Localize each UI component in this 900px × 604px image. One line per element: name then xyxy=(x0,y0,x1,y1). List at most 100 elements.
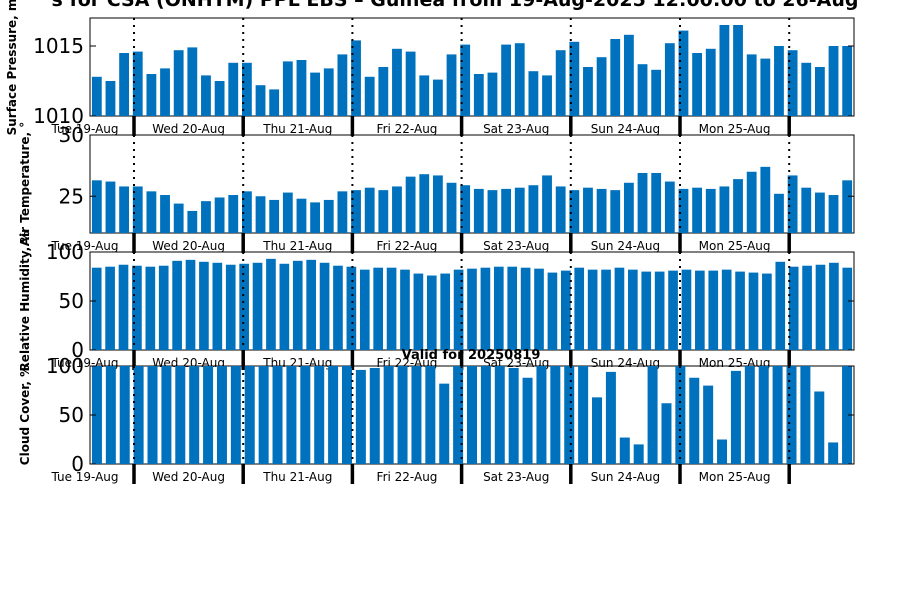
day-label-1-3: Fri 22-Aug xyxy=(377,239,438,253)
bar-2-55 xyxy=(829,262,839,350)
bar-2-17 xyxy=(319,262,330,350)
day-label-3-2: Thu 21-Aug xyxy=(262,470,332,484)
bar-3-9 xyxy=(216,366,227,464)
bar-1-32 xyxy=(528,185,539,233)
y-axis-label-0: Surface Pressure, m xyxy=(5,0,19,135)
bar-2-1 xyxy=(105,266,115,350)
bar-2-16 xyxy=(306,259,316,350)
bar-1-26 xyxy=(446,182,457,233)
bar-3-5 xyxy=(161,366,172,464)
bar-1-29 xyxy=(487,190,498,234)
bar-1-2 xyxy=(119,186,130,233)
bar-2-44 xyxy=(681,269,692,350)
bar-2-25 xyxy=(426,275,437,350)
bar-3-38 xyxy=(619,437,630,464)
bar-2-50 xyxy=(762,273,772,350)
bar-1-8 xyxy=(201,201,211,233)
day-label-0-2: Thu 21-Aug xyxy=(262,122,332,136)
bar-0-2 xyxy=(119,53,130,116)
bar-0-16 xyxy=(310,72,321,116)
bar-2-46 xyxy=(708,270,719,350)
bar-0-15 xyxy=(296,60,307,116)
bar-3-52 xyxy=(814,391,825,464)
bar-3-0 xyxy=(91,366,102,464)
bar-0-33 xyxy=(542,75,552,116)
y-axis-label-1: Air Temperature, ° xyxy=(18,122,32,247)
day-label-1-5: Sun 24-Aug xyxy=(591,239,660,253)
plot-frame-0 xyxy=(89,17,855,117)
bar-3-7 xyxy=(189,366,200,464)
bar-0-11 xyxy=(241,62,252,116)
bar-1-35 xyxy=(569,190,580,234)
bar-0-18 xyxy=(337,54,348,116)
bar-1-17 xyxy=(323,199,334,233)
bar-3-17 xyxy=(328,366,339,464)
bar-1-31 xyxy=(514,187,525,233)
bar-1-38 xyxy=(610,190,621,234)
bar-2-51 xyxy=(775,261,786,350)
bar-1-13 xyxy=(269,199,280,233)
bar-0-40 xyxy=(637,64,648,116)
bar-2-15 xyxy=(292,260,303,350)
bar-3-51 xyxy=(800,366,811,464)
bar-3-19 xyxy=(355,369,366,464)
bar-0-26 xyxy=(446,54,457,116)
bar-2-14 xyxy=(279,263,290,350)
bar-1-24 xyxy=(419,174,430,233)
valid-date-label: Valid for 20250819 xyxy=(402,348,541,363)
bar-0-53 xyxy=(814,67,825,116)
bar-1-19 xyxy=(351,190,361,234)
y-tick-label-3-0: 0 xyxy=(71,452,84,476)
bar-2-24 xyxy=(413,273,424,350)
bar-2-33 xyxy=(534,268,544,350)
bar-2-32 xyxy=(520,267,531,350)
chart-title: s for CSA (ONHTM) PPL EBS – Guinea from … xyxy=(52,0,859,11)
bar-1-18 xyxy=(337,191,348,233)
bar-2-9 xyxy=(212,262,223,350)
bar-2-18 xyxy=(333,265,343,350)
y-tick-label-2-2: 100 xyxy=(46,240,84,264)
bar-1-4 xyxy=(146,191,157,233)
bar-1-0 xyxy=(91,180,102,233)
bar-1-53 xyxy=(814,192,825,233)
y-tick-label-0-0: 1010 xyxy=(33,104,84,128)
y-tick-label-2-1: 50 xyxy=(59,289,84,313)
bar-0-30 xyxy=(501,44,512,116)
bar-1-33 xyxy=(542,175,552,233)
bar-2-6 xyxy=(172,260,182,350)
bar-3-24 xyxy=(425,366,436,464)
bar-2-34 xyxy=(547,272,558,350)
bar-0-29 xyxy=(487,72,498,116)
bar-1-42 xyxy=(664,181,675,233)
day-label-3-0: Tue 19-Aug xyxy=(50,470,118,484)
bar-2-56 xyxy=(842,267,853,350)
bar-3-11 xyxy=(244,366,255,464)
bar-0-13 xyxy=(269,89,280,116)
bar-0-8 xyxy=(201,75,211,116)
bar-3-3 xyxy=(133,366,144,464)
bar-2-4 xyxy=(145,266,156,350)
bar-2-49 xyxy=(748,272,759,350)
bar-0-32 xyxy=(528,71,539,116)
bar-3-31 xyxy=(522,377,533,464)
bar-2-29 xyxy=(480,267,491,350)
bar-2-40 xyxy=(628,269,638,350)
bar-1-39 xyxy=(623,182,634,233)
bar-3-10 xyxy=(230,366,241,464)
bar-1-20 xyxy=(364,187,375,233)
bar-1-30 xyxy=(501,188,512,233)
bar-2-42 xyxy=(654,271,665,350)
bar-1-51 xyxy=(787,175,798,233)
bar-3-8 xyxy=(203,366,214,464)
bar-2-13 xyxy=(266,258,276,350)
y-axis-label-3: Cloud Cover, % xyxy=(18,365,32,465)
bar-2-26 xyxy=(440,273,451,350)
bar-1-28 xyxy=(473,188,484,233)
bar-0-20 xyxy=(364,76,375,116)
bar-0-31 xyxy=(514,43,525,117)
bar-3-43 xyxy=(689,377,700,464)
bar-3-27 xyxy=(467,366,477,464)
y-tick-label-1-1: 30 xyxy=(59,123,84,147)
